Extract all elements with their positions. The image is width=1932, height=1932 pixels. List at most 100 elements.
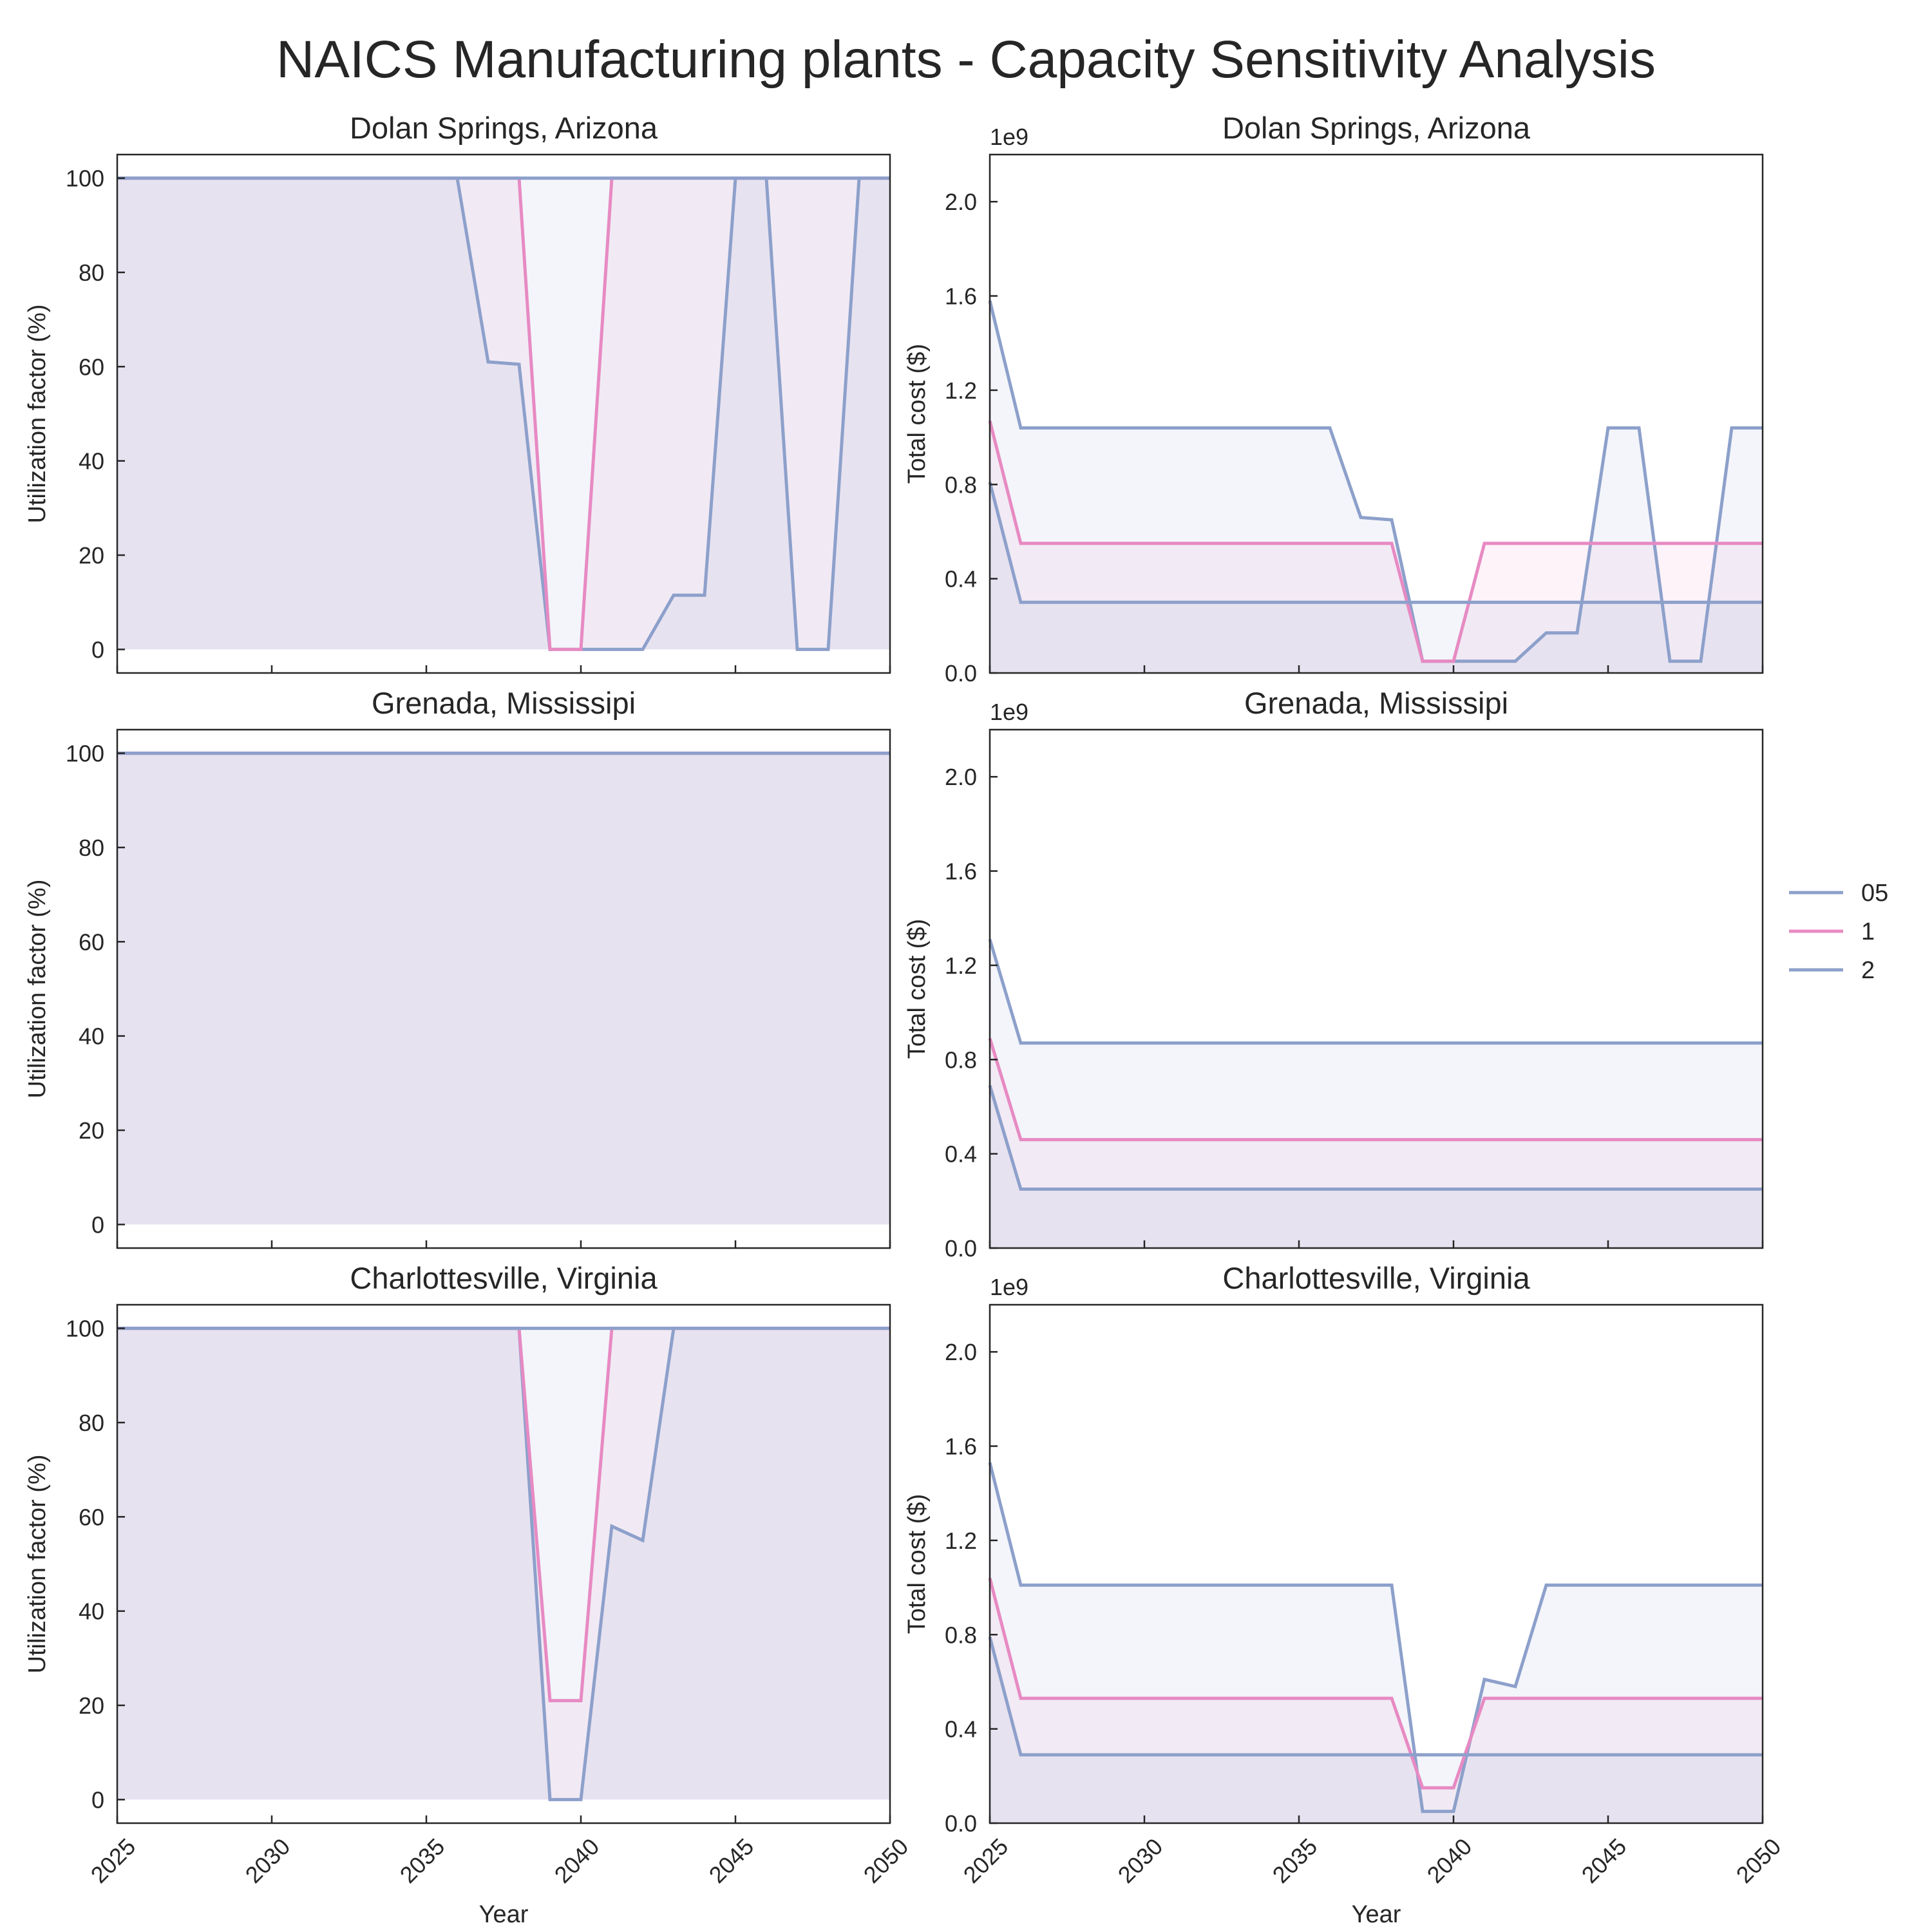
panel-utilization-1 [116, 728, 891, 1249]
y-tick-label: 1.6 [945, 1434, 977, 1460]
x-tick-label: 2035 [1267, 1833, 1323, 1888]
y-tick-label: 0.4 [945, 566, 977, 592]
area-series-2 [990, 482, 1763, 673]
y-tick-label: 60 [79, 1504, 104, 1530]
y-tick-label: 0 [91, 1786, 104, 1813]
area-series-2 [117, 753, 890, 1225]
y-axis-label: Total cost ($) [904, 1494, 931, 1634]
area-series-0 [117, 753, 890, 1225]
area-series-2 [117, 178, 890, 650]
y-tick-label: 40 [79, 1023, 104, 1050]
x-tick-label: 2050 [1731, 1833, 1786, 1888]
x-tick-label: 2050 [858, 1833, 914, 1888]
area-series-0 [990, 939, 1763, 1248]
y-tick-label: 0.4 [945, 1141, 977, 1168]
y-tick-label: 0.4 [945, 1716, 977, 1743]
y-tick-label: 40 [79, 1598, 104, 1625]
y-tick-label: 2.0 [945, 189, 977, 215]
y-tick-label: 0.0 [945, 660, 977, 687]
x-tick-label: 2040 [1422, 1833, 1477, 1888]
x-tick-label: 2045 [704, 1833, 759, 1888]
line-series-0 [988, 1462, 1763, 1814]
line-series-2 [988, 481, 1763, 604]
y-tick-label: 80 [79, 260, 104, 286]
y-tick-label: 0.8 [945, 1046, 977, 1073]
line-series-1 [988, 1577, 1763, 1790]
x-tick-label: 2045 [1577, 1833, 1632, 1888]
line-series-2 [988, 1084, 1763, 1191]
panel-title: Charlottesville, Virginia [1222, 1261, 1530, 1295]
panel-title: Dolan Springs, Arizona [1222, 111, 1531, 145]
y-offset-text: 1e9 [990, 124, 1028, 150]
panel-title: Grenada, Mississipi [1244, 686, 1508, 720]
y-tick-label: 20 [79, 542, 104, 569]
axes-frame [989, 153, 1764, 674]
y-axis-label: Total cost ($) [904, 919, 931, 1059]
panel-cost-1 [988, 728, 1764, 1249]
y-tick-label: 100 [66, 1316, 104, 1342]
area-series-2 [990, 1636, 1763, 1823]
y-tick-label: 1.2 [945, 377, 977, 404]
area-series-0 [117, 1328, 890, 1800]
y-tick-label: 0.0 [945, 1235, 977, 1262]
line-series-1 [988, 1037, 1763, 1142]
legend-label: 2 [1861, 957, 1875, 984]
y-tick-label: 2.0 [945, 764, 977, 790]
y-tick-label: 60 [79, 929, 104, 955]
x-tick-label: 2035 [395, 1833, 450, 1888]
legend-label: 05 [1861, 880, 1888, 907]
line-series-2 [988, 1636, 1763, 1757]
area-series-2 [990, 1085, 1763, 1248]
y-tick-label: 1.2 [945, 952, 977, 979]
y-tick-label: 60 [79, 354, 104, 380]
y-tick-label: 20 [79, 1117, 104, 1144]
axes-frame [116, 1303, 891, 1824]
y-tick-label: 80 [79, 835, 104, 861]
legend-label: 1 [1861, 918, 1875, 945]
y-tick-label: 100 [66, 166, 104, 192]
y-tick-label: 100 [66, 741, 104, 767]
y-tick-label: 1.6 [945, 283, 977, 310]
y-axis-label: Utilization factor (%) [24, 1455, 51, 1674]
y-axis-label: Utilization factor (%) [24, 305, 51, 524]
y-offset-text: 1e9 [990, 699, 1028, 725]
x-axis-label: Year [479, 1901, 529, 1928]
y-offset-text: 1e9 [990, 1274, 1028, 1300]
line-series-1 [988, 420, 1763, 663]
area-series-0 [990, 300, 1763, 673]
area-series-0 [117, 178, 890, 650]
panel-title: Dolan Springs, Arizona [350, 111, 658, 145]
y-tick-label: 0.8 [945, 1622, 977, 1648]
panel-cost-2 [988, 1303, 1764, 1824]
x-tick-label: 2030 [1113, 1833, 1168, 1888]
y-tick-label: 0 [91, 1211, 104, 1238]
y-tick-label: 1.6 [945, 858, 977, 885]
panel-utilization-0 [116, 153, 891, 674]
panel-title: Charlottesville, Virginia [350, 1261, 658, 1295]
y-tick-label: 40 [79, 448, 104, 475]
area-series-1 [117, 753, 890, 1225]
line-series-0 [988, 300, 1763, 663]
x-tick-label: 2030 [240, 1833, 296, 1888]
y-tick-label: 0.8 [945, 471, 977, 498]
y-axis-label: Total cost ($) [904, 344, 931, 484]
area-series-0 [990, 1463, 1763, 1823]
axes-frame [116, 728, 891, 1249]
y-tick-label: 80 [79, 1410, 104, 1436]
line-series-0 [988, 938, 1763, 1045]
y-tick-label: 20 [79, 1692, 104, 1719]
x-tick-label: 2025 [86, 1833, 141, 1888]
area-series-1 [990, 421, 1763, 673]
y-tick-label: 0.0 [945, 1810, 977, 1837]
area-series-1 [117, 178, 890, 650]
y-tick-label: 1.2 [945, 1528, 977, 1554]
area-series-2 [117, 1328, 890, 1800]
axes-frame [116, 153, 891, 674]
y-axis-label: Utilization factor (%) [24, 880, 51, 1099]
panel-title: Grenada, Mississipi [372, 686, 636, 720]
legend [1789, 891, 1843, 972]
y-tick-label: 0 [91, 636, 104, 663]
axes-frame [989, 728, 1764, 1249]
